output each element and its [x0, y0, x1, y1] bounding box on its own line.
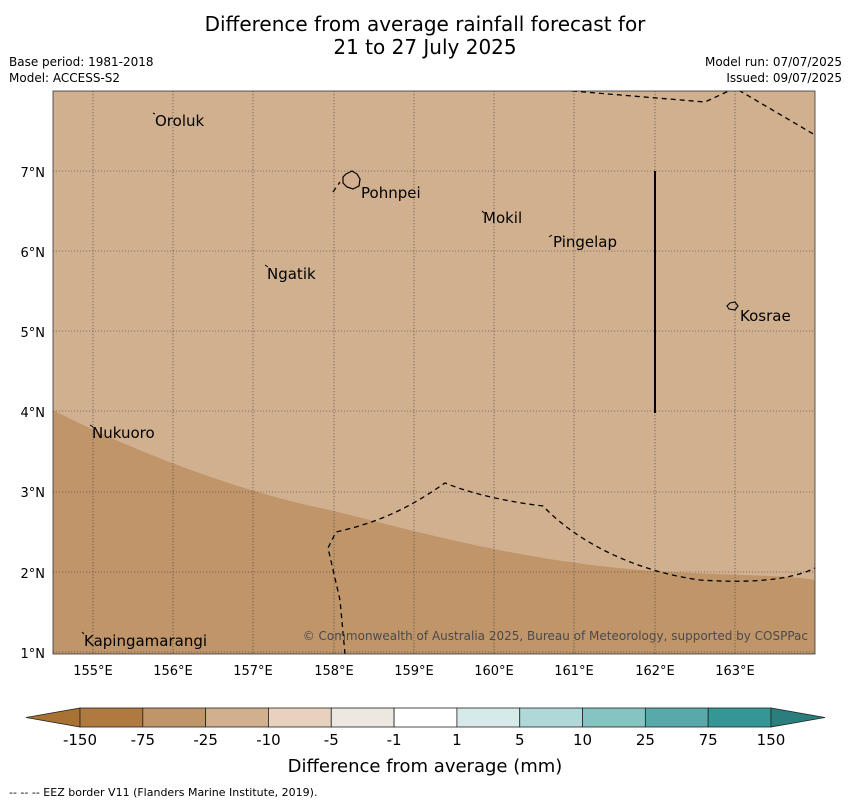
footer-legend-note: -- -- -- EEZ border V11 (Flanders Marine…: [9, 786, 318, 799]
colorbar-cell: [330, 707, 395, 728]
colorbar-tick-label: -75: [131, 731, 156, 749]
colorbar-cell: [79, 707, 144, 728]
colorbar-cell: [393, 707, 458, 728]
colorbar-label: Difference from average (mm): [288, 756, 563, 777]
graticule: [53, 91, 815, 654]
colorbar-extend-high: [770, 707, 826, 728]
longitude-ticks: 155°E 156°E 157°E 158°E 159°E 160°E 161°…: [73, 664, 755, 679]
colorbar-cell: [582, 707, 646, 728]
colorbar-cell: [268, 707, 332, 728]
lon-tick-label: 158°E: [314, 664, 354, 679]
place-label-oroluk: Oroluk: [155, 112, 204, 130]
title-line-2: 21 to 27 July 2025: [333, 35, 517, 59]
lat-tick-label: 7°N: [21, 166, 46, 181]
colorbar-tick-label: 150: [757, 731, 786, 749]
colorbar-extend-low: [25, 707, 81, 728]
colorbar-cell: [456, 707, 521, 728]
lat-tick-label: 5°N: [21, 326, 46, 341]
place-label-kosrae: Kosrae: [740, 307, 791, 325]
colorbar-cell: [707, 707, 772, 728]
colorbar-tick-label: -1: [387, 731, 402, 749]
colorbar-tick-label: 10: [573, 731, 592, 749]
lon-tick-label: 161°E: [554, 664, 594, 679]
lat-tick-label: 3°N: [21, 486, 46, 501]
eez-border-south: [327, 482, 815, 654]
lat-tick-label: 4°N: [21, 406, 46, 421]
colorbar-cell: [644, 707, 709, 728]
nukuoro-marker: [89, 424, 94, 428]
mokil-marker: [481, 210, 485, 214]
lat-tick-label: 1°N: [21, 647, 46, 662]
lon-tick-label: 162°E: [635, 664, 675, 679]
place-label-pingelap: Pingelap: [553, 233, 617, 251]
lon-tick-label: 159°E: [394, 664, 434, 679]
colorbar: -150 -75 -25 -10 -5 -1 1 5 10 25 75 150 Difference …: [25, 707, 826, 777]
issued-date: Issued: 09/07/2025: [726, 71, 842, 85]
meta-right: Model run: 07/07/2025 Issued: 09/07/2025: [705, 54, 842, 86]
pohnpei-island-outline: [342, 170, 361, 190]
island-markers: [81, 112, 553, 635]
colorbar-tick-label: 75: [699, 731, 718, 749]
model-run: Model run: 07/07/2025: [704, 55, 842, 69]
anomaly-moderate-dry-region: [53, 410, 815, 654]
lon-tick-label: 160°E: [474, 664, 514, 679]
ngatik-marker: [264, 264, 269, 268]
colorbar-tick-label: 1: [452, 731, 462, 749]
latitude-ticks: 1°N 2°N 3°N 4°N 5°N 6°N 7°N: [21, 166, 46, 662]
colorbar-cells: [79, 707, 772, 728]
map-frame: [52, 90, 816, 655]
kosrae-island-outline: [726, 301, 739, 311]
lon-tick-label: 157°E: [233, 664, 273, 679]
place-label-ngatik: Ngatik: [267, 265, 316, 283]
colorbar-tick-labels: -150 -75 -25 -10 -5 -1 1 5 10 25 75 150: [63, 731, 785, 749]
eez-border-pohnpei: [332, 181, 341, 193]
place-label-kapingamarangi: Kapingamarangi: [84, 632, 207, 650]
place-label-nukuoro: Nukuoro: [92, 424, 155, 442]
base-period: Base period: 1981-2018: [9, 55, 154, 69]
lon-tick-label: 156°E: [153, 664, 193, 679]
eez-border: [327, 91, 815, 654]
lat-tick-label: 2°N: [21, 567, 46, 582]
meta-left: Base period: 1981-2018 Model: ACCESS-S2: [9, 54, 154, 86]
copyright-text: © Commonwealth of Australia 2025, Bureau…: [303, 629, 808, 643]
lat-tick-label: 6°N: [21, 246, 46, 261]
colorbar-cell: [205, 707, 269, 728]
colorbar-tick-label: -5: [324, 731, 339, 749]
pingelap-marker: [548, 234, 553, 238]
colorbar-tick-label: -150: [63, 731, 97, 749]
colorbar-cell: [142, 707, 207, 728]
chart-title: Difference from average rainfall forecas…: [0, 13, 850, 59]
oroluk-marker: [152, 112, 156, 115]
kapinga-marker: [81, 631, 85, 635]
place-label-pohnpei: Pohnpei: [361, 184, 421, 202]
colorbar-tick-label: 25: [636, 731, 655, 749]
eez-border-north: [571, 91, 815, 136]
lon-tick-label: 163°E: [715, 664, 755, 679]
model-name: Model: ACCESS-S2: [9, 71, 121, 85]
colorbar-tick-label: 5: [515, 731, 525, 749]
colorbar-tick-label: -10: [256, 731, 281, 749]
colorbar-cell: [519, 707, 583, 728]
place-label-mokil: Mokil: [483, 209, 522, 227]
colorbar-tick-label: -25: [193, 731, 218, 749]
title-line-1: Difference from average rainfall forecas…: [204, 12, 646, 36]
lon-tick-label: 155°E: [73, 664, 113, 679]
